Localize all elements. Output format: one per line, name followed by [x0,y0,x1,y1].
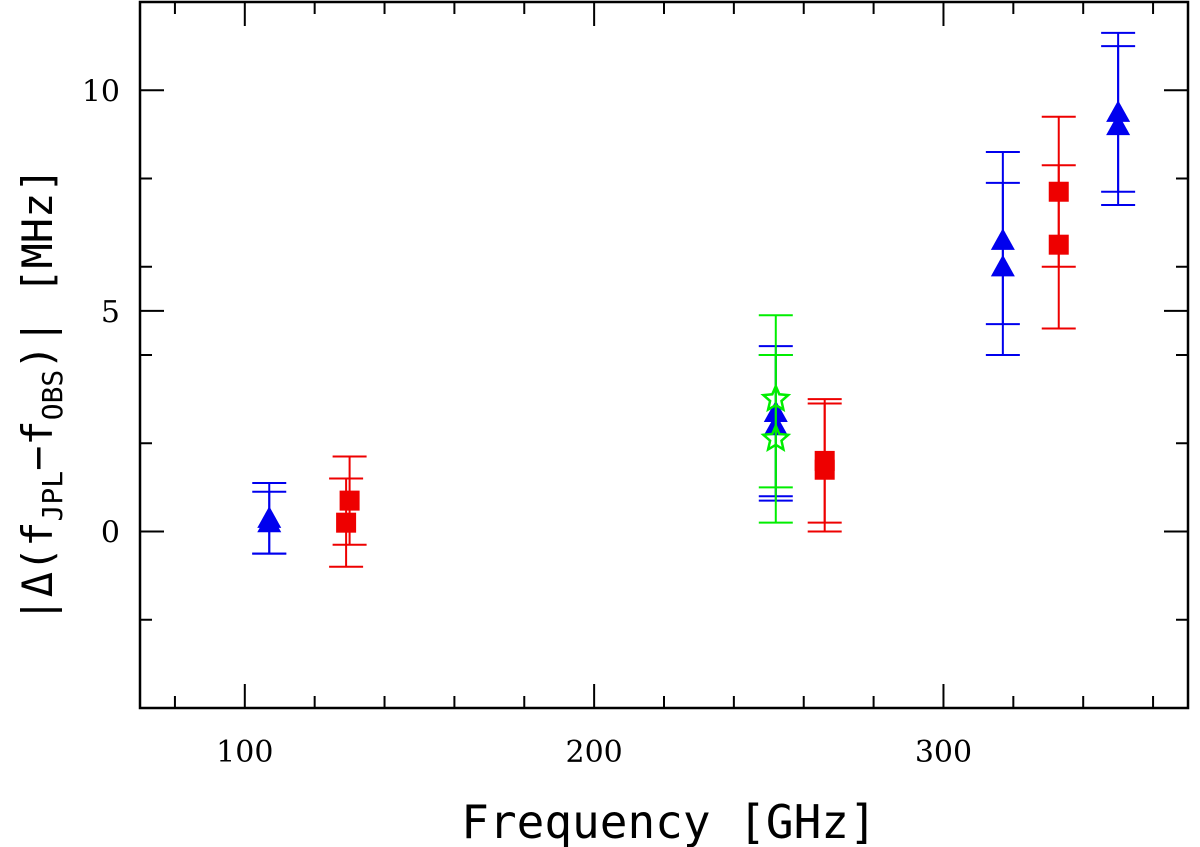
y-axis-label: |Δ(fJPL−fOBS)| [MHz] [13,167,69,622]
data-point-triangle [990,254,1015,277]
x-tick-label: 100 [216,735,273,770]
y-label-sub-jpl: JPL [36,471,69,522]
data-point-square [814,459,835,480]
series-triangle [252,31,1136,555]
data-series [252,31,1136,568]
y-label-suffix: )| [MHz] [13,167,62,369]
x-axis-label: Frequency [GHz] [461,795,876,847]
series-square [329,115,1076,568]
x-tick-label: 300 [915,735,972,770]
axis-ticks [140,1,1188,709]
y-tick-label: 0 [101,516,120,551]
y-tick-label: 5 [101,295,120,330]
x-tick-label: 200 [566,735,623,770]
data-point-star [760,422,792,452]
axes [138,0,1190,710]
series-open-star [758,314,793,524]
y-tick-label: 10 [82,74,120,109]
data-point-triangle [1106,113,1131,136]
tick-labels: 100 200 300 0 5 10 [82,74,972,770]
data-point-square [339,490,360,511]
plot-frame [138,0,1190,710]
y-label-mid: −f [13,420,62,471]
data-point-triangle [257,510,282,533]
y-label-prefix: |Δ(f [13,521,62,622]
data-point-square [336,512,357,533]
y-label-sub-obs: OBS [36,370,69,421]
data-point-square [1048,234,1069,255]
